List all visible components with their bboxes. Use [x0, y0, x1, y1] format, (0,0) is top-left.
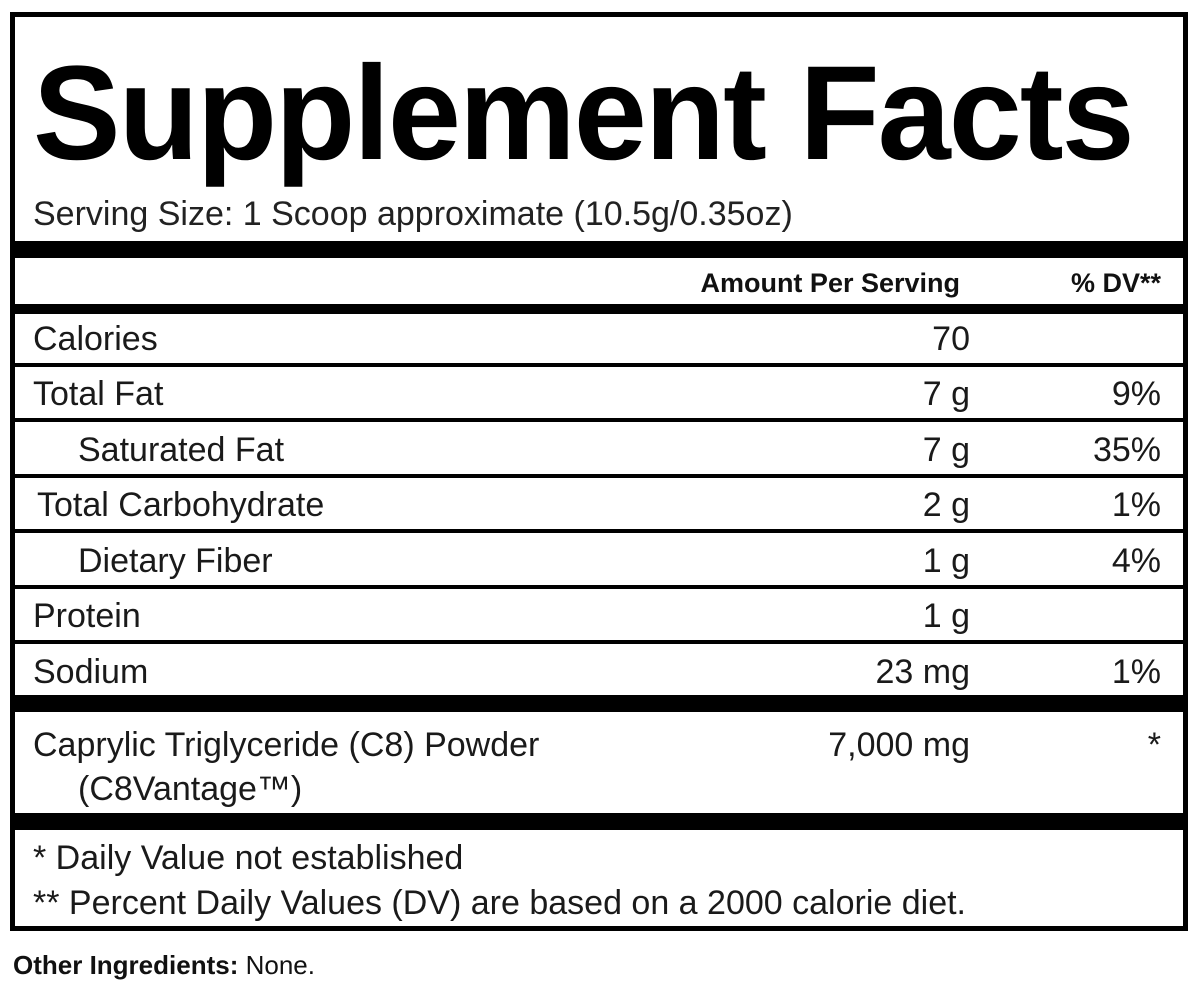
- other-ingredients-label: Other Ingredients:: [13, 950, 239, 980]
- nutrient-amount: 7 g: [922, 431, 970, 469]
- footnote-daily-value: * Daily Value not established: [33, 839, 464, 877]
- nutrient-amount: 23 mg: [875, 653, 971, 691]
- nutrient-amount: 2 g: [922, 486, 970, 524]
- nutrient-amount: 1 g: [922, 542, 970, 580]
- thin-divider: [15, 474, 1183, 478]
- ingredient-row-c8: Caprylic Triglyceride (C8) Powder (C8Van…: [15, 726, 1183, 816]
- nutrient-name: Sodium: [33, 653, 149, 691]
- nutrient-dv: 1%: [1111, 653, 1161, 691]
- thin-divider: [15, 585, 1183, 589]
- thick-divider: [15, 241, 1183, 258]
- nutrient-name: Dietary Fiber: [78, 542, 273, 580]
- thin-divider: [15, 640, 1183, 644]
- nutrient-dv: 9%: [1111, 375, 1161, 413]
- nutrient-name: Protein: [33, 597, 141, 635]
- thick-divider: [15, 695, 1183, 712]
- thick-divider: [15, 304, 1183, 314]
- thick-divider: [15, 813, 1183, 830]
- nutrient-amount: 7 g: [922, 375, 970, 413]
- nutrient-name: Saturated Fat: [78, 431, 285, 469]
- nutrient-name: Calories: [33, 320, 158, 358]
- supplement-facts-panel: Supplement Facts Serving Size: 1 Scoop a…: [10, 12, 1188, 931]
- panel-title: Supplement Facts: [33, 39, 1135, 188]
- thin-divider: [15, 418, 1183, 422]
- nutrient-amount: 70: [932, 320, 970, 358]
- daily-value-header: % DV**: [1070, 268, 1161, 298]
- ingredient-dv: *: [1147, 726, 1161, 764]
- thin-divider: [15, 529, 1183, 533]
- other-ingredients-value: None.: [245, 950, 315, 980]
- serving-size: Serving Size: 1 Scoop approximate (10.5g…: [33, 195, 793, 233]
- footnote-percent-dv: ** Percent Daily Values (DV) are based o…: [33, 884, 966, 922]
- thin-divider: [15, 363, 1183, 367]
- ingredient-amount: 7,000 mg: [828, 726, 970, 764]
- nutrient-name: Total Fat: [33, 375, 164, 413]
- ingredient-name-brand: (C8Vantage™): [78, 770, 303, 808]
- nutrient-name: Total Carbohydrate: [37, 486, 325, 524]
- ingredient-name: Caprylic Triglyceride (C8) Powder: [33, 726, 540, 764]
- nutrient-dv: 4%: [1111, 542, 1161, 580]
- amount-per-serving-header: Amount Per Serving: [700, 268, 960, 298]
- nutrient-amount: 1 g: [922, 597, 970, 635]
- other-ingredients: Other Ingredients: None.: [13, 950, 315, 981]
- nutrient-dv: 35%: [1092, 431, 1161, 469]
- nutrient-dv: 1%: [1111, 486, 1161, 524]
